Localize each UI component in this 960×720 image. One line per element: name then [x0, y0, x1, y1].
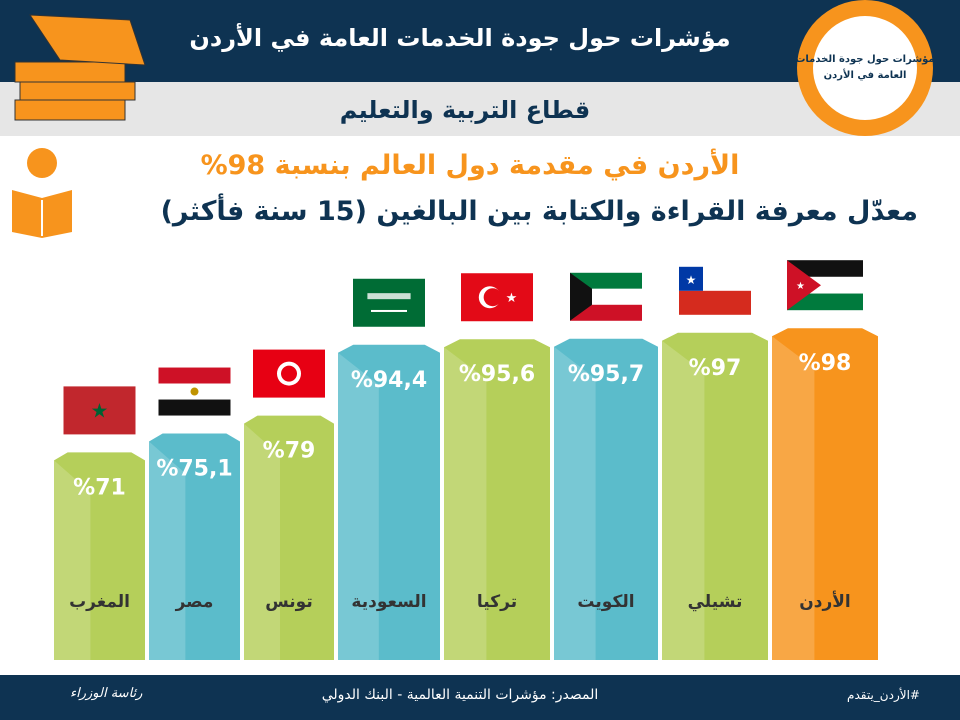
bar-highlight [54, 460, 91, 660]
value-label: %97 [689, 356, 742, 381]
chart-title: معدّل معرفة القراءة والكتابة بين البالغي… [160, 196, 918, 227]
jordan-flag-icon: ★ [787, 260, 863, 311]
turkey-flag-icon: ★ [461, 273, 533, 322]
svg-text:★: ★ [796, 281, 805, 292]
bar [772, 328, 878, 660]
tunisia-flag-icon [253, 349, 325, 398]
value-label: %95,6 [459, 362, 535, 387]
morocco-flag-icon: ★ [63, 386, 136, 435]
svg-text:★: ★ [686, 273, 697, 287]
value-label: %95,7 [568, 362, 644, 387]
footer-bar [0, 675, 960, 720]
category-label: تونس [265, 592, 312, 612]
bar [444, 339, 550, 660]
source-text: المصدر: مؤشرات التنمية العالمية - البنك … [321, 687, 599, 703]
value-label: %98 [799, 351, 852, 376]
value-label: %94,4 [351, 368, 427, 393]
category-label: الكويت [577, 592, 634, 612]
saudi-flag-icon [353, 278, 425, 327]
subheader-bar [0, 82, 960, 136]
bar-highlight [662, 340, 705, 660]
bar [338, 344, 440, 660]
reader-icon [12, 148, 72, 238]
value-label: %71 [73, 475, 126, 500]
bar-highlight [772, 336, 815, 660]
category-label: تركيا [477, 592, 517, 612]
category-label: الأردن [799, 591, 851, 612]
gear-logo-icon [797, 0, 933, 136]
bar-highlight [149, 441, 186, 660]
headline: الأردن في مقدمة دول العالم بنسبة 98% [200, 150, 740, 181]
egypt-flag-icon [158, 367, 231, 416]
logo-text: مؤشرات حول جودة الخدمات [795, 54, 934, 65]
svg-text:★: ★ [506, 291, 518, 306]
bar [149, 433, 240, 660]
kuwait-flag-icon [570, 272, 642, 321]
category-label: المغرب [69, 592, 130, 612]
category-label: السعودية [351, 592, 426, 612]
hashtag: #الأردن_يتقدم [847, 688, 920, 702]
svg-text:★: ★ [91, 398, 109, 422]
logo-text-2: العامة في الأردن [824, 68, 907, 81]
value-label: %75,1 [156, 457, 232, 482]
value-label: %79 [263, 439, 316, 464]
bar-highlight [338, 352, 379, 660]
bar-highlight [444, 347, 487, 660]
bar [244, 415, 334, 660]
bar [54, 452, 145, 660]
bar-highlight [554, 346, 596, 660]
bar-highlight [244, 423, 280, 660]
category-label: تشيلي [688, 592, 743, 612]
graduation-books-icon [14, 14, 146, 121]
bar [554, 338, 658, 660]
sector-title: قطاع التربية والتعليم [339, 96, 591, 124]
bar [662, 332, 768, 660]
category-label: مصر [175, 592, 214, 612]
chile-flag-icon: ★ [679, 266, 751, 315]
pm-logo: رئاسة الوزراء [70, 686, 143, 701]
page-title: مؤشرات حول جودة الخدمات العامة في الأردن [189, 24, 731, 52]
